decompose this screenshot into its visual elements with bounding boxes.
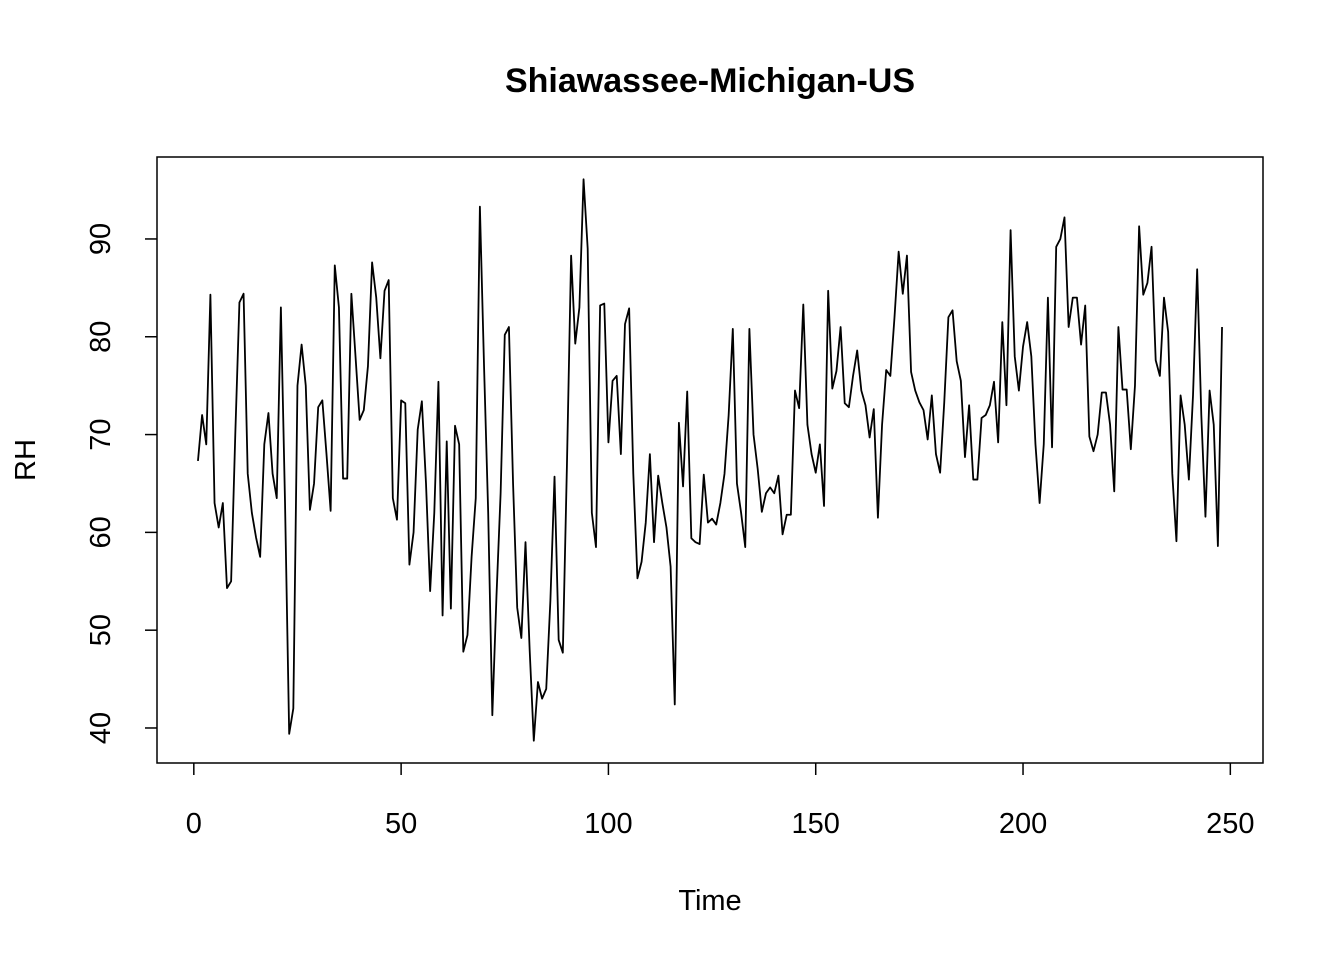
y-tick-label: 90: [85, 223, 117, 255]
y-tick-label: 50: [85, 614, 117, 646]
x-tick-label: 200: [999, 808, 1047, 840]
x-tick-label: 250: [1206, 808, 1254, 840]
x-tick-label: 0: [186, 808, 202, 840]
y-tick-label: 40: [85, 712, 117, 744]
y-tick-label: 70: [85, 418, 117, 450]
y-tick-label: 60: [85, 516, 117, 548]
chart-title: Shiawassee-Michigan-US: [505, 62, 915, 100]
x-tick-label: 150: [792, 808, 840, 840]
x-axis-label: Time: [678, 885, 741, 917]
x-tick-label: 50: [385, 808, 417, 840]
plot-frame: [156, 156, 1264, 764]
series-line: [197, 178, 1223, 742]
y-tick-label: 80: [85, 321, 117, 353]
x-tick-label: 100: [584, 808, 632, 840]
y-axis-label: RH: [10, 439, 42, 481]
